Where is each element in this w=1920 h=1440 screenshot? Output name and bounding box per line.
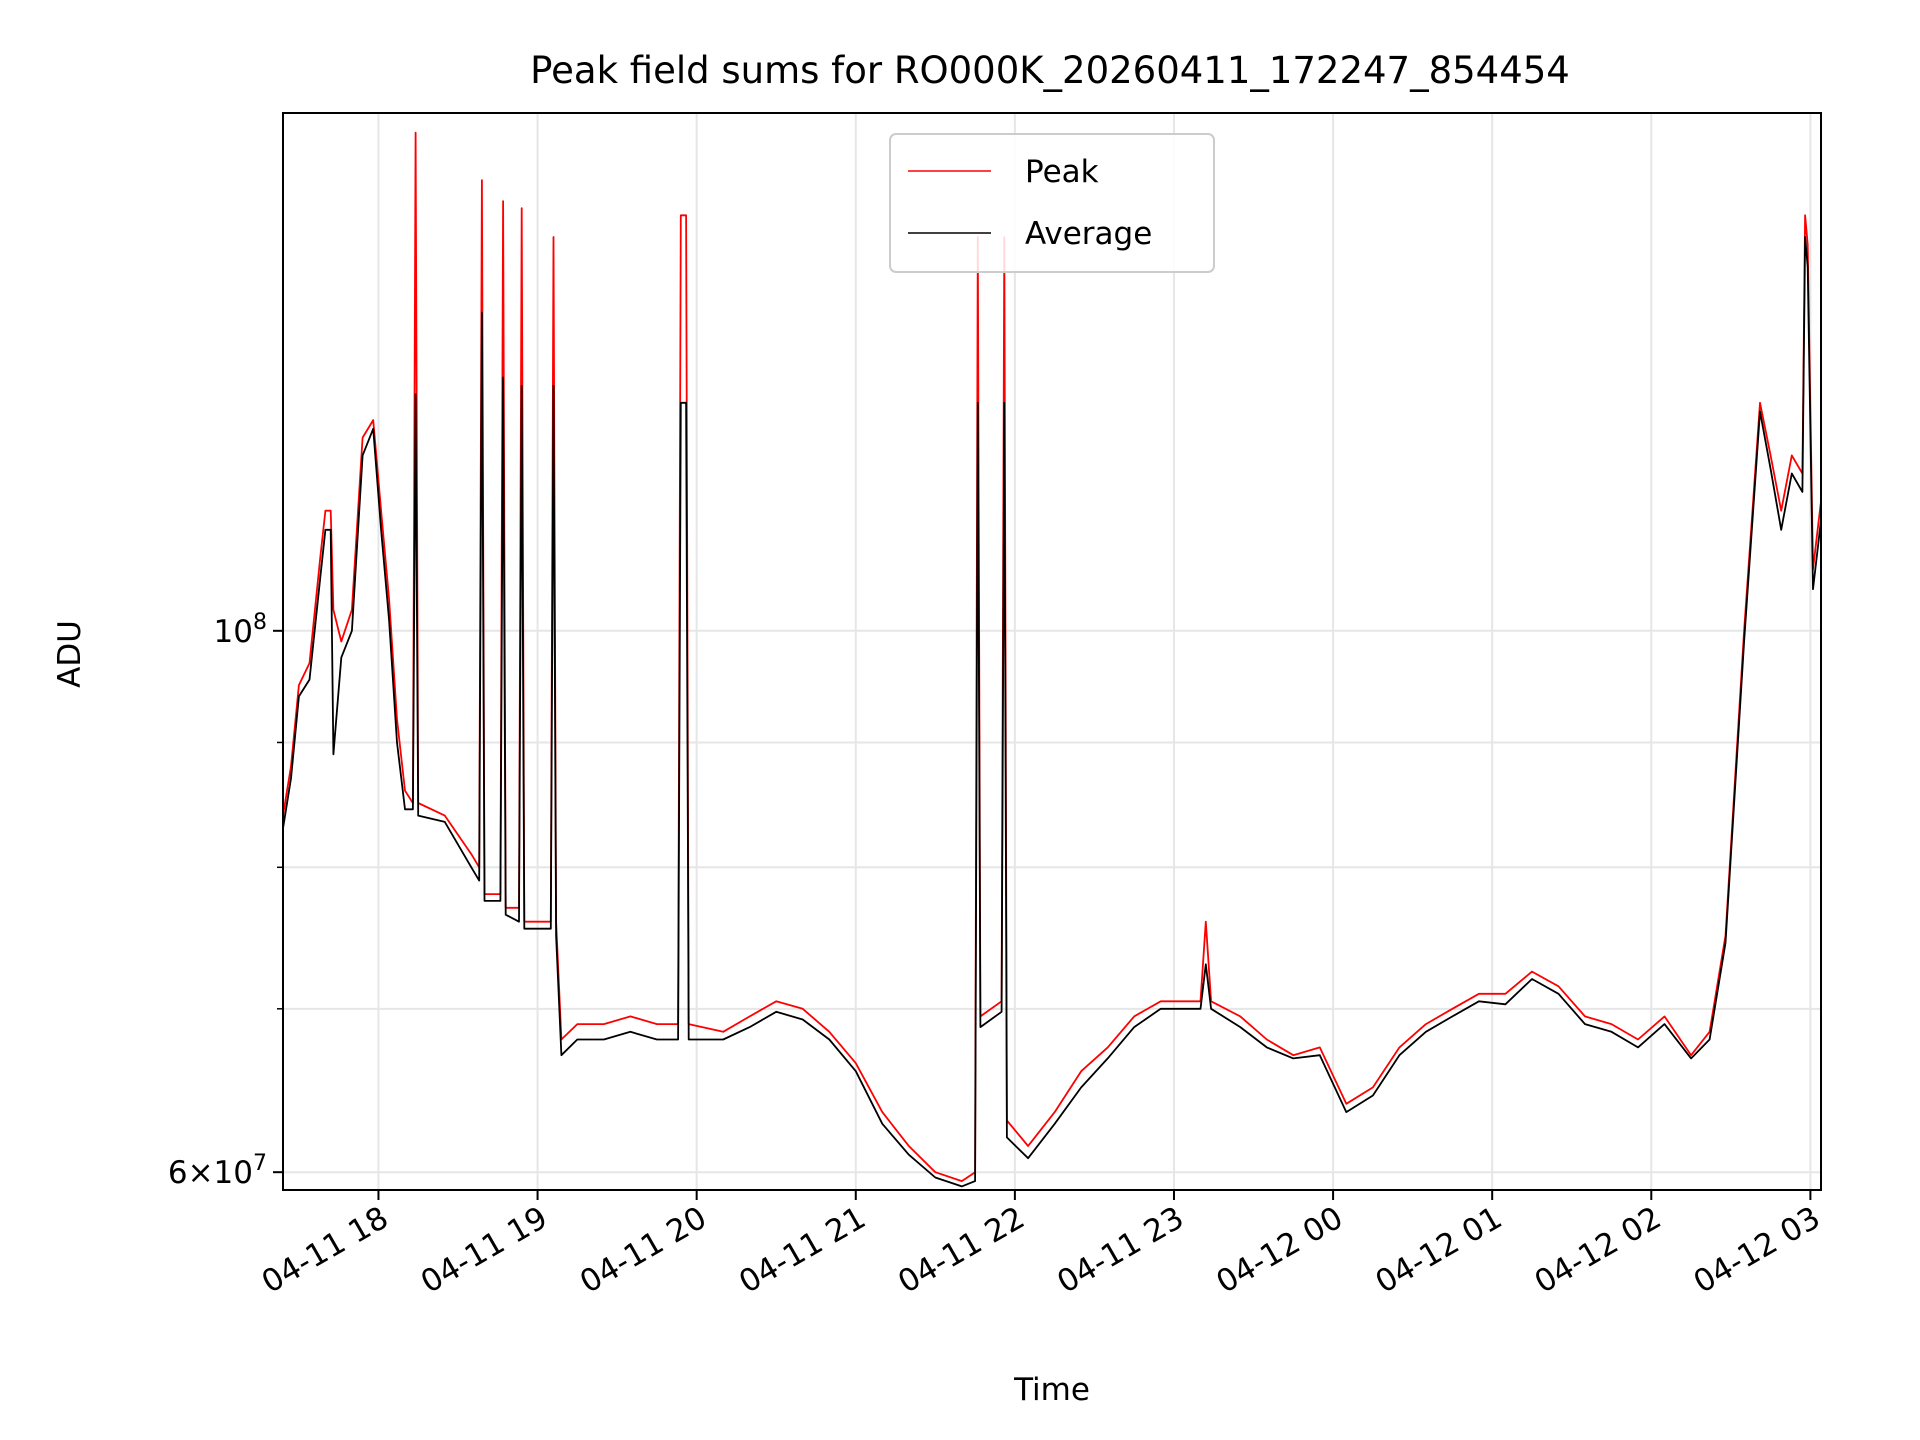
grid [283,113,1821,1190]
x-axis-label: Time [1013,1372,1090,1408]
legend-peak-label: Peak [1025,154,1099,190]
y-axis: 6×107 108 [168,610,283,1191]
y-tick-label: 6×107 [168,1151,267,1191]
y-axis-label: ADU [52,620,88,688]
y-tick-label: 108 [214,610,267,650]
series-layer [283,131,1821,1188]
legend: Peak Average [889,133,1215,273]
series-line-average [283,236,1821,1188]
chart-title: Peak field sums for RO000K_20260411_1722… [530,49,1570,92]
plot-area [282,112,1822,1191]
legend-box [889,133,1215,273]
legend-average-label: Average [1025,216,1152,252]
